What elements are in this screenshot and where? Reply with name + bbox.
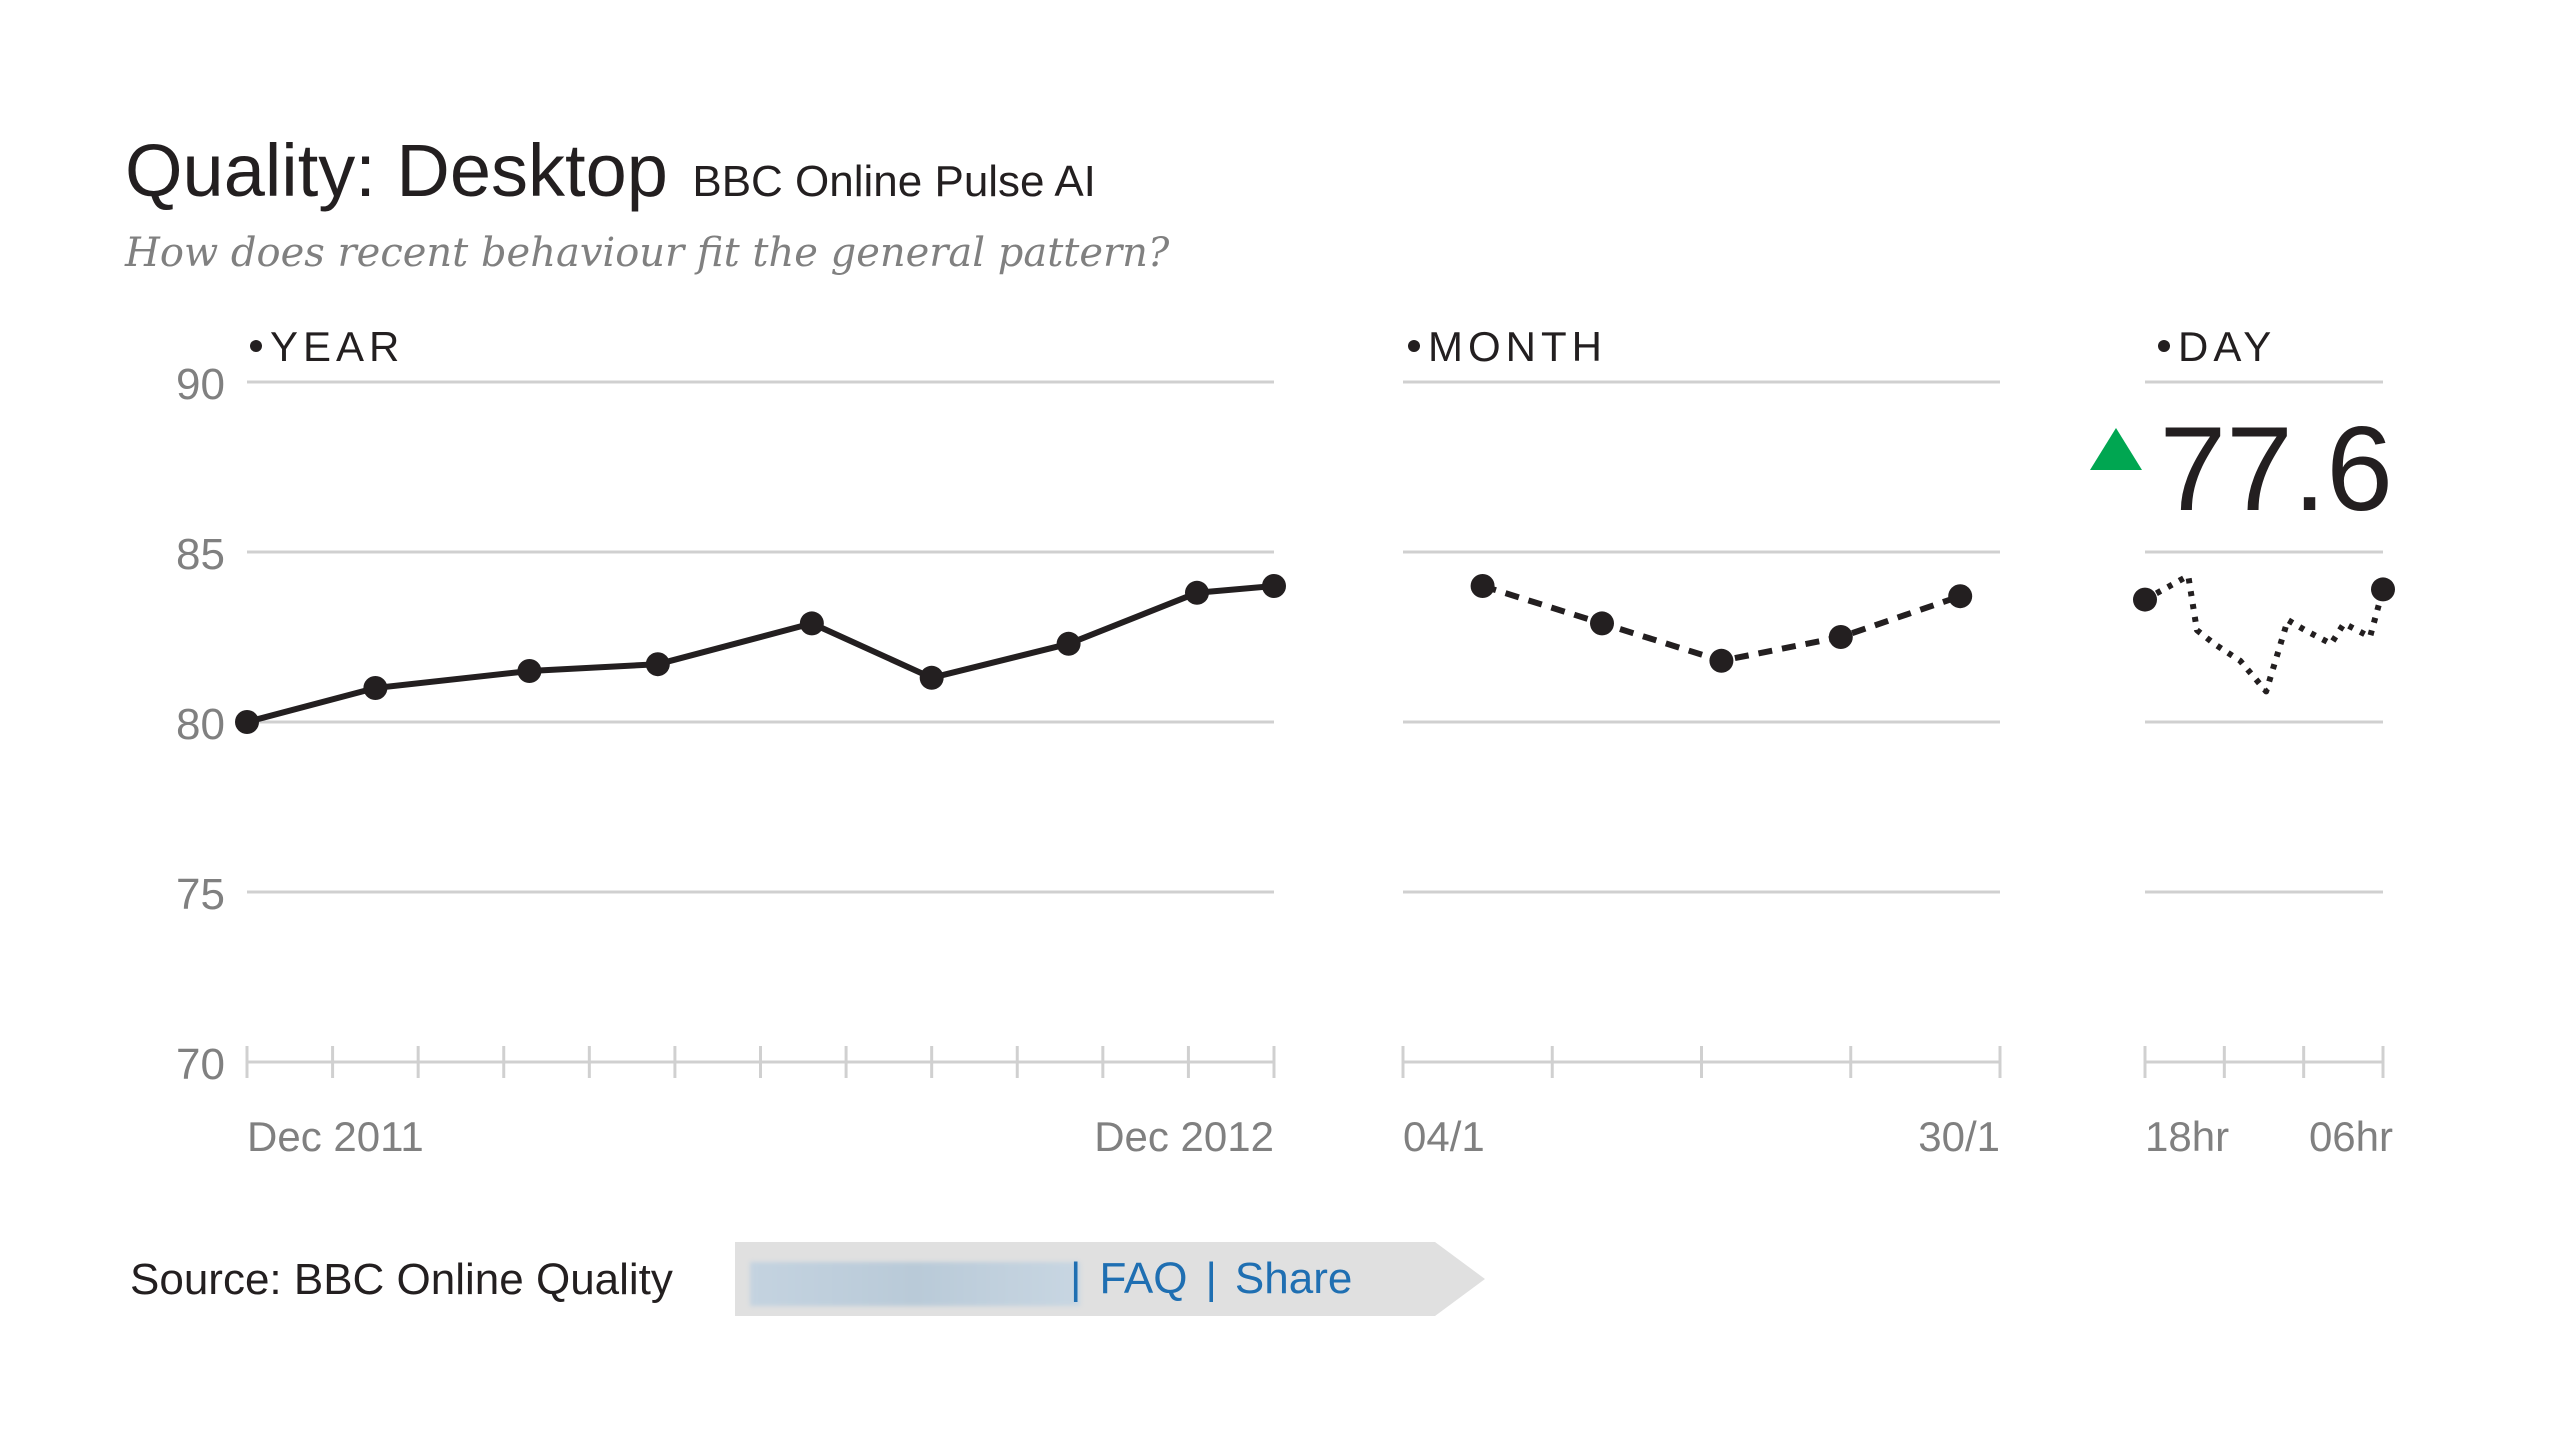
panel-bullet [1408, 340, 1420, 352]
chart-question: How does recent behaviour fit the genera… [125, 230, 1170, 276]
footer: Source: BBC Online Quality [130, 1242, 673, 1318]
y-tick-label: 90 [176, 360, 225, 409]
panel-label: MONTH [1428, 323, 1607, 370]
data-point [1948, 584, 1973, 609]
y-tick-label: 75 [176, 870, 225, 919]
y-tick-label: 80 [176, 700, 225, 749]
banner-links: | FAQ | Share [1070, 1242, 1370, 1316]
faq-link[interactable]: FAQ [1099, 1254, 1188, 1303]
data-point [1828, 625, 1853, 649]
x-tick-label: 30/1 [1918, 1113, 2000, 1160]
panel-label: YEAR [270, 323, 404, 370]
chart-title: Quality: Desktop [125, 129, 668, 212]
y-tick-label: 70 [176, 1040, 225, 1089]
data-point [2371, 577, 2395, 602]
link-separator: | [1070, 1254, 1082, 1303]
x-tick-label: Dec 2011 [247, 1113, 424, 1160]
link-separator: | [1205, 1254, 1217, 1303]
share-link[interactable]: Share [1234, 1254, 1353, 1303]
redacted-link[interactable] [750, 1262, 1080, 1306]
y-tick-label: 85 [176, 530, 225, 579]
data-point [1056, 631, 1081, 656]
x-tick-label: Dec 2012 [1094, 1113, 1274, 1160]
data-point [1590, 611, 1614, 636]
data-point [919, 665, 944, 690]
data-point [1262, 574, 1286, 598]
current-value: 77.6 [2159, 402, 2393, 536]
x-tick-label: 04/1 [1403, 1113, 1485, 1160]
title-row: Quality: Desktop BBC Online Pulse AI [125, 128, 1096, 213]
x-tick-label: 06hr [2309, 1113, 2393, 1160]
panel-label: DAY [2178, 323, 2276, 370]
link-banner: | FAQ | Share [735, 1242, 1485, 1316]
series-line-year [246, 583, 1275, 725]
data-point [1470, 574, 1495, 598]
panel-bullet [250, 340, 262, 352]
data-point [645, 652, 670, 677]
data-point [2133, 587, 2157, 612]
data-point [1709, 648, 1734, 673]
trend-up-arrow-icon [2090, 428, 2142, 470]
data-point [1184, 580, 1209, 605]
data-point [235, 710, 259, 734]
chart-brand: BBC Online Pulse AI [692, 157, 1096, 206]
data-point [517, 659, 542, 683]
data-point [363, 676, 388, 700]
series-line-day [2143, 572, 2386, 695]
x-tick-label: 18hr [2145, 1113, 2229, 1160]
source-label: Source: BBC Online Quality [130, 1255, 673, 1304]
panel-bullet [2158, 340, 2170, 352]
data-point [799, 611, 824, 636]
